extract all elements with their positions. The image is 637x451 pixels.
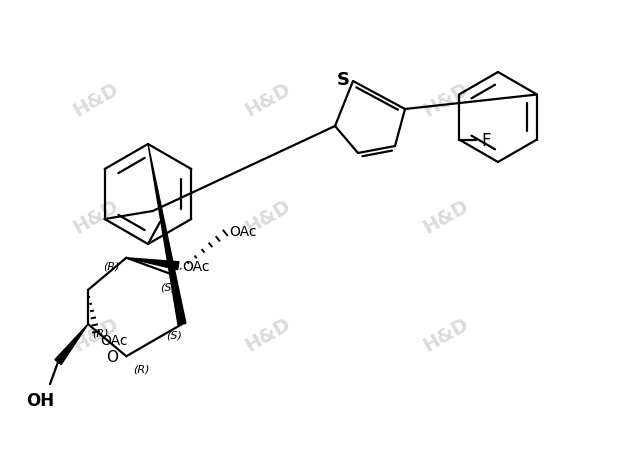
Text: H&D: H&D — [241, 78, 294, 120]
Text: F: F — [482, 131, 490, 149]
Polygon shape — [148, 145, 186, 325]
Polygon shape — [55, 324, 88, 365]
Text: H&D: H&D — [69, 313, 122, 354]
Text: H&D: H&D — [241, 313, 294, 354]
Text: H&D: H&D — [241, 196, 294, 237]
Text: (R): (R) — [103, 261, 120, 271]
Text: H&D: H&D — [420, 196, 472, 237]
Text: (R): (R) — [92, 327, 108, 337]
Text: H&D: H&D — [420, 78, 472, 120]
Text: OAc: OAc — [183, 259, 210, 273]
Text: H&D: H&D — [420, 313, 472, 354]
Text: S: S — [336, 71, 350, 89]
Text: (R): (R) — [133, 364, 150, 373]
Text: O: O — [106, 349, 118, 364]
Text: (S): (S) — [166, 329, 182, 339]
Text: OH: OH — [26, 391, 54, 409]
Text: OAc: OAc — [100, 333, 128, 347]
Text: OAc: OAc — [229, 224, 257, 238]
Text: (S): (S) — [161, 282, 176, 292]
Text: H&D: H&D — [69, 78, 122, 120]
Polygon shape — [126, 258, 179, 270]
Text: H&D: H&D — [69, 196, 122, 237]
